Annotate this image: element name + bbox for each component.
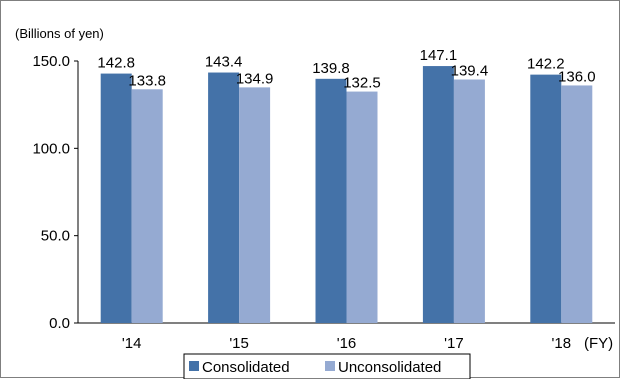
unit-label: (Billions of yen)	[15, 26, 104, 41]
consolidated-value-label: 139.8	[312, 60, 350, 77]
legend-swatch-consolidated	[189, 361, 199, 371]
y-axis-ticks: 0.0 50.0 100.0 150.0	[32, 53, 78, 332]
consolidated-value-label: 142.2	[527, 56, 565, 73]
x-axis-unit: (FY)	[584, 335, 613, 352]
x-tick-label: '17	[444, 335, 464, 352]
consolidated-value-label: 143.4	[205, 54, 243, 71]
x-tick-label: '16	[337, 335, 357, 352]
consolidated-bar	[100, 73, 132, 324]
unconsolidated-value-label: 132.5	[343, 75, 381, 92]
unconsolidated-bar	[131, 89, 163, 324]
legend-swatch-unconsolidated	[325, 361, 335, 371]
unconsolidated-value-label: 134.9	[236, 70, 274, 87]
consolidated-bar	[422, 66, 454, 323]
unconsolidated-bar	[239, 87, 271, 323]
y-tick-label: 0.0	[49, 315, 70, 332]
y-tick-label: 100.0	[32, 140, 70, 157]
bar-series	[100, 66, 593, 324]
consolidated-bar	[208, 72, 240, 323]
unconsolidated-value-label: 133.8	[128, 72, 166, 89]
unconsolidated-bar	[561, 85, 593, 323]
x-tick-label: '14	[122, 335, 142, 352]
consolidated-bar	[315, 78, 347, 323]
unconsolidated-bar	[346, 91, 378, 323]
consolidated-value-label: 142.8	[97, 55, 135, 72]
consolidated-bar	[530, 74, 562, 324]
x-axis-ticks: '14 '15 '16 '17 '18	[122, 335, 571, 352]
unconsolidated-value-label: 139.4	[451, 63, 489, 80]
x-tick-label: '18	[552, 335, 572, 352]
y-tick-label: 150.0	[32, 53, 70, 70]
legend-label-consolidated: Consolidated	[202, 359, 290, 376]
legend: Consolidated Unconsolidated	[189, 359, 441, 376]
y-tick-label: 50.0	[41, 228, 70, 245]
consolidated-value-label: 147.1	[420, 47, 458, 64]
x-tick-label: '15	[229, 335, 249, 352]
unconsolidated-bar	[453, 79, 485, 323]
unconsolidated-value-label: 136.0	[558, 68, 596, 85]
legend-label-unconsolidated: Unconsolidated	[338, 359, 441, 376]
